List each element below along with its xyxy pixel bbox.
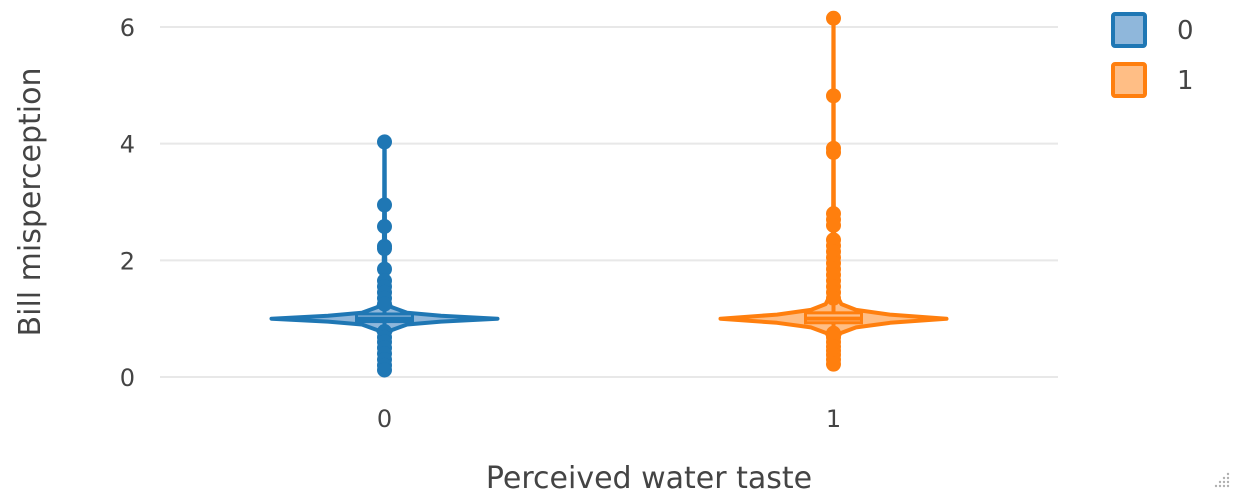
data-point [377, 362, 392, 378]
x-axis-title: Perceived water taste [486, 461, 812, 495]
grid [160, 26, 1058, 378]
data-point [377, 296, 392, 312]
y-tick-label: 6 [120, 14, 135, 42]
violins [269, 10, 949, 378]
legend-label: 0 [1177, 16, 1194, 46]
data-point [826, 217, 841, 233]
data-point [826, 290, 841, 306]
legend-swatch [1111, 62, 1147, 98]
legend-swatch [1111, 12, 1147, 48]
violin-series-0 [269, 134, 500, 378]
y-tick-label: 0 [120, 364, 135, 392]
legend-item-1: 1 [1111, 62, 1194, 98]
violin-series-1 [718, 10, 949, 372]
data-point [826, 144, 841, 160]
data-point [826, 356, 841, 372]
x-tick-label: 1 [826, 405, 841, 433]
legend-label: 1 [1177, 66, 1194, 96]
x-tick-label: 0 [377, 405, 392, 433]
y-axis-title: Bill misperception [13, 68, 48, 337]
y-tick-labels: 0 2 4 6 [120, 14, 135, 392]
data-point [377, 219, 392, 234]
legend-item-0: 0 [1111, 12, 1194, 48]
data-point [826, 88, 841, 104]
data-point [377, 261, 392, 277]
legend: 01 [1111, 12, 1194, 98]
resize-handle-icon[interactable] [1213, 471, 1231, 489]
data-point [377, 134, 392, 150]
data-point [826, 10, 841, 26]
y-tick-label: 4 [120, 131, 135, 159]
data-point [377, 197, 392, 213]
y-tick-label: 2 [120, 247, 135, 275]
data-point [377, 241, 392, 257]
